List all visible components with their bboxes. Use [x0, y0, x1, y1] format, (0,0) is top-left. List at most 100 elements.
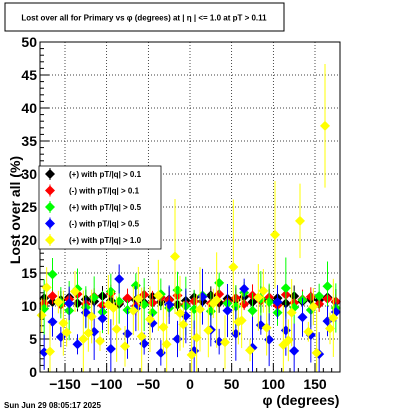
legend-marker	[45, 202, 55, 212]
data-point	[108, 302, 119, 313]
data-point	[86, 311, 97, 322]
data-point	[195, 304, 205, 315]
data-point	[295, 215, 305, 226]
x-tick-label: −100	[91, 376, 123, 392]
data-point	[325, 323, 335, 334]
x-tick-label: −150	[49, 376, 81, 392]
legend: (+) with pT/|q| > 0.1 (-) with pT/|q| > 0…	[38, 165, 162, 250]
data-point	[233, 316, 244, 327]
data-point	[272, 297, 283, 308]
y-tick-label: 10	[21, 298, 37, 314]
legend-entry-2: (-) with pT/|q| > 0.1	[45, 184, 140, 197]
data-point	[39, 347, 50, 358]
legend-entry-4: (-) with pT/|q| > 0.5	[45, 217, 140, 230]
data-point	[153, 290, 164, 301]
x-tick-label: −50	[136, 376, 160, 392]
x-tick-label: 50	[224, 376, 240, 392]
data-point	[280, 283, 291, 294]
data-point	[258, 285, 269, 296]
data-point	[158, 322, 169, 333]
data-point	[61, 327, 72, 338]
data-point	[203, 325, 214, 336]
legend-label: (+) with pT/|q| > 1.0	[69, 236, 142, 245]
data-point	[133, 293, 144, 304]
data-point	[253, 292, 264, 303]
data-point	[41, 282, 52, 293]
data-point	[308, 301, 319, 312]
data-point	[36, 310, 47, 321]
data-point	[322, 281, 333, 292]
data-point	[70, 286, 80, 297]
data-point	[320, 120, 330, 131]
data-point	[145, 314, 155, 325]
data-point	[286, 307, 297, 318]
y-tick-label: 5	[29, 331, 37, 347]
legend-entry-1: (+) with pT/|q| > 0.1	[45, 168, 142, 180]
data-point	[191, 332, 202, 343]
x-axis-label: φ (degrees)	[263, 392, 340, 408]
data-point	[111, 324, 122, 335]
data-point	[311, 347, 322, 358]
data-point	[239, 283, 250, 294]
y-tick-label: 20	[21, 232, 37, 248]
y-axis-label: Lost over all (%)	[7, 156, 23, 264]
data-point	[314, 291, 325, 302]
data-point	[120, 341, 130, 352]
data-point	[270, 229, 280, 240]
data-point	[178, 319, 189, 330]
data-point	[55, 332, 66, 343]
legend-marker	[45, 185, 55, 196]
data-point	[261, 322, 272, 333]
data-point	[161, 339, 172, 350]
data-point	[222, 305, 233, 316]
data-point	[136, 331, 147, 342]
y-tick-label: 40	[21, 100, 37, 116]
series-5	[36, 63, 339, 372]
y-tick-label: 25	[21, 199, 37, 215]
data-point	[170, 251, 180, 262]
data-point	[47, 291, 58, 302]
x-tick-label: 150	[303, 376, 327, 392]
data-point	[303, 326, 314, 337]
y-tick-label: 50	[21, 34, 37, 50]
data-point	[95, 335, 105, 346]
data-point	[122, 293, 133, 304]
data-point	[58, 318, 69, 329]
data-point	[45, 346, 55, 357]
legend-marker	[45, 169, 55, 179]
data-point	[114, 273, 125, 284]
data-point	[53, 297, 64, 308]
legend-label: (-) with pT/|q| > 0.1	[69, 187, 140, 196]
y-tick-label: 15	[21, 265, 37, 281]
data-point	[97, 313, 108, 324]
data-point	[72, 339, 83, 350]
data-point	[105, 343, 116, 354]
y-tick-label: 0	[29, 364, 37, 380]
y-tick-label: 45	[21, 67, 37, 83]
data-point	[289, 345, 300, 356]
data-point	[175, 308, 185, 319]
y-tick-label: 30	[21, 166, 37, 182]
x-tick-label: 100	[262, 376, 286, 392]
footer-timestamp: Sun Jun 29 08:05:17 2025	[4, 401, 101, 410]
axes: −150 −100 −50 0 50 100 150 0 5 10 15 20 25 30 35 40 45 50	[21, 34, 333, 392]
legend-entry-3: (+) with pT/|q| > 0.5	[45, 201, 142, 213]
y-tick-label: 35	[21, 133, 37, 149]
data-point	[247, 305, 258, 316]
data-point	[78, 334, 89, 344]
data-point	[297, 312, 308, 323]
legend-box	[38, 165, 162, 250]
data-point	[283, 335, 294, 346]
legend-marker	[45, 218, 55, 229]
data-point	[245, 345, 255, 356]
data-point	[64, 298, 75, 309]
legend-marker	[45, 235, 55, 245]
data-point	[47, 269, 58, 280]
data-point	[83, 328, 94, 339]
data-point	[328, 312, 339, 323]
data-point	[228, 262, 239, 273]
data-series	[36, 63, 341, 372]
data-point	[128, 305, 139, 316]
data-point	[220, 337, 230, 348]
